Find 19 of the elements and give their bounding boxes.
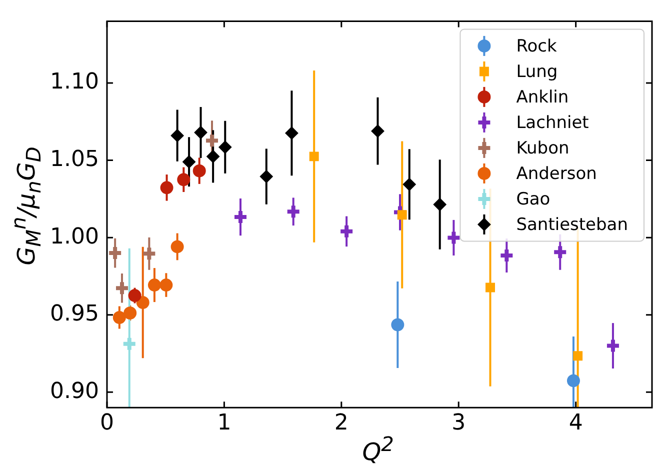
y-tick-label: 1.10 bbox=[50, 70, 99, 95]
legend-label: Anderson bbox=[516, 164, 597, 184]
legend-label: Santiesteban bbox=[516, 214, 628, 235]
legend-label: Rock bbox=[516, 36, 557, 56]
y-tick-label: 0.90 bbox=[50, 378, 99, 404]
y-tick-label: 1.05 bbox=[50, 147, 99, 172]
y-tick-label: 0.95 bbox=[50, 302, 99, 327]
x-tick-label: 1 bbox=[217, 410, 232, 436]
x-tick-label: 2 bbox=[334, 410, 348, 436]
legend-label: Lung bbox=[516, 62, 558, 82]
x-axis-title: Q$^{2}$ bbox=[362, 432, 394, 466]
legend-label: Anklin bbox=[516, 87, 569, 108]
x-tick-label: 0 bbox=[100, 410, 114, 436]
legend-label: Kubon bbox=[516, 138, 570, 158]
legend-label: Lachniet bbox=[516, 112, 590, 133]
x-tick-label: 4 bbox=[568, 410, 583, 436]
y-tick-label: 1.00 bbox=[50, 224, 99, 250]
x-tick-label: 3 bbox=[452, 410, 466, 436]
legend-label: Gao bbox=[516, 189, 550, 210]
